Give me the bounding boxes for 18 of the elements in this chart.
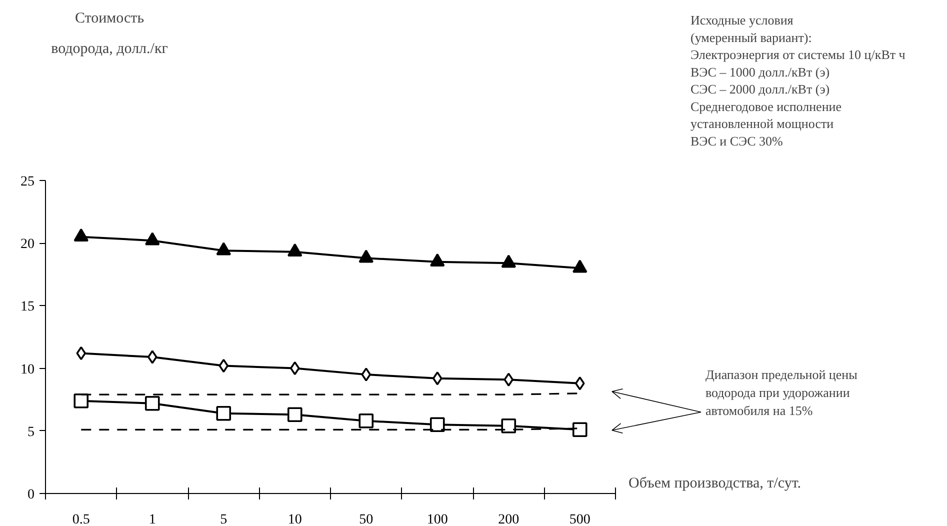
text: Стоимость водорода, долл./кг (51, 10, 168, 57)
y-tick-label: 5 (28, 424, 34, 440)
text: Диапазон предельной цены водорода при удорожании автомобиля на 15% (706, 367, 858, 418)
x-tick-label: 200 (498, 512, 520, 526)
x-tick-label: 10 (288, 512, 302, 526)
y-tick-label: 10 (20, 362, 34, 378)
y-tick-label: 15 (20, 300, 34, 315)
x-axis-title: Объем производства, т/сут. (628, 476, 802, 492)
x-tick-label: 50 (359, 512, 374, 526)
text: Исходные условия (умеренный вариант): Электроэнергия от системы 10 ц/кВт ч ВЭС – 1000 долл./кВт (э) СЭС – 2000 долл./кВт (э) Среднегодовое исполнение установленной мощности ВЭС и СЭС 30% (690, 12, 906, 148)
y-tick-label: 20 (20, 237, 34, 252)
y-tick-label: 25 (20, 174, 34, 190)
x-tick-label: 5 (220, 512, 228, 526)
x-tick-label: 1 (148, 512, 156, 526)
x-tick-label: 500 (569, 512, 590, 526)
x-tick-label: 100 (426, 512, 448, 526)
y-tick-label: 0 (28, 488, 34, 502)
x-tick-label: 0.5 (72, 512, 90, 526)
